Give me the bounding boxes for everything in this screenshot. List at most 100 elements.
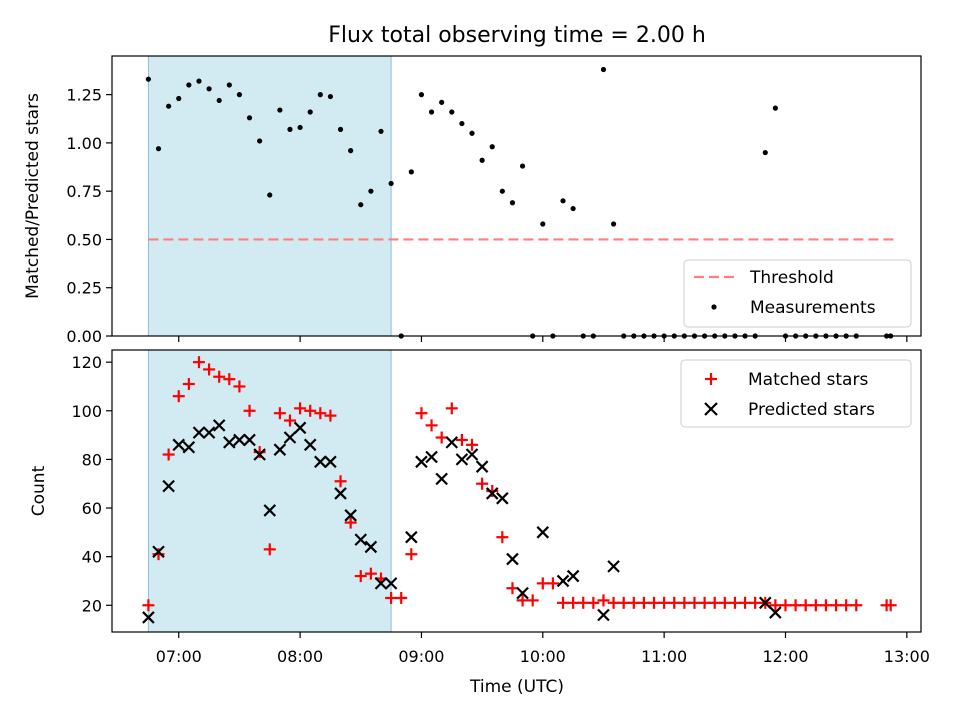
bottom-axes-frame [111,349,922,633]
matched-star-point [728,596,741,609]
predicted-star-point-b [283,431,297,444]
measurement-point [428,109,435,115]
bottom-x-tick-label: 11:00 [641,647,687,666]
measurement-point [439,99,445,105]
predicted-star-point-b [324,455,337,469]
matched-star-point [597,594,610,607]
measurement-point [418,92,425,98]
predicted-star-point [769,606,782,619]
bottom-y-axis: 20 40 60 80 100 120 [71,353,112,615]
matched-star-point [850,599,863,612]
measurement-point [196,78,202,84]
matched-star-point [708,596,721,609]
predicted-star-point [435,472,448,486]
predicted-star-point [556,574,570,588]
measurement-point [449,109,455,115]
predicted-star-point-b [536,526,550,539]
chart-title: Flux total observing time = 2.00 h [328,23,706,48]
bottom-y-tick-label: 20 [82,596,102,615]
predicted-star-point [223,436,236,449]
matched-star-point [364,567,377,580]
measurement-point [176,95,182,102]
predicted-legend-swatch [704,402,718,416]
matched-star-point [192,356,205,369]
predicted-star-point [445,436,459,449]
predicted-star-point-b [445,436,459,449]
measurement-point [155,146,162,152]
top-y-axis-label: Matched/Predicted stars [23,93,43,299]
matched-star-point [395,591,408,604]
predicted-star-point [152,545,165,559]
predicted-star-point [283,431,297,444]
top-x-axis [178,336,908,342]
matched-star-point [415,407,428,420]
top-y-tick-label: 0.00 [66,327,102,346]
matched-star-point [466,438,479,451]
measurement-point [317,92,323,98]
predicted-star-point-b [455,453,469,466]
matched-star-point [385,591,398,604]
top-y-tick-label: 0.50 [66,230,102,249]
predicted-star-point-b [334,487,347,500]
predicted-star-point [142,611,155,624]
predicted-legend-swatch-b [704,402,718,416]
predicted-star-point-b [233,433,246,447]
matched-star-point [526,594,539,607]
predicted-star-point-b [597,608,610,622]
predicted-star-point-b [769,606,782,619]
predicted-star-point [233,433,246,447]
predicted-star-point-b [384,577,398,590]
matched-star-point [809,599,822,612]
predicted-star-point [192,426,206,439]
predicted-star-point [455,453,469,466]
matched-star-point [607,596,620,609]
predicted-star-point [405,530,418,544]
matched-star-point [617,596,630,609]
matched-star-point [718,596,731,609]
measurement-point [145,76,152,82]
measurement-point [479,157,485,163]
matched-star-point [253,446,266,459]
measurement-point [348,148,354,154]
matched-star-point [819,599,832,612]
predicted-star-point-b [202,426,216,439]
predicted-star-point [536,526,550,539]
predicted-star-point [465,448,479,461]
matched-star-point [486,485,499,497]
measurement-point [762,149,768,156]
bottom-shaded-span [147,349,392,633]
predicted-star-point-b [142,611,155,624]
predicted-star-point [253,448,266,461]
bottom-x-axis: 07:00 08:00 09:00 10:00 11:00 12:00 13:00 [156,632,930,666]
matched-star-point [749,596,762,609]
predicted-star-point [415,455,428,469]
measurement-point [327,93,334,100]
top-markers [145,66,894,339]
matched-star-point [496,531,509,544]
measurement-point [226,82,232,88]
predicted-star-point-b [405,530,418,544]
predicted-star-point [212,419,226,432]
predicted-star-point [293,421,307,435]
predicted-star-point-b [607,560,620,573]
bottom-x-tick-label: 12:00 [762,647,808,666]
predicted-star-point [324,455,337,469]
matched-star-point [536,577,549,590]
predicted-star-point [364,540,378,554]
predicted-star-point-b [415,455,428,469]
predicted-star-point-b [506,552,519,566]
predicted-star-point-b [223,436,236,449]
predicted-star-point-b [425,450,438,464]
measurement-point [337,126,344,132]
predicted-star-point [384,577,398,590]
measurement-point [166,103,172,109]
measurements-legend-label: Measurements [750,298,876,318]
measurement-point [246,115,253,121]
predicted-star-point [496,492,509,505]
matched-star-point [425,419,438,432]
predicted-star-point [344,509,357,522]
predicted-star-point-b [152,545,165,559]
predicted-star-point-b [314,455,327,469]
predicted-star-point-b [758,596,772,610]
